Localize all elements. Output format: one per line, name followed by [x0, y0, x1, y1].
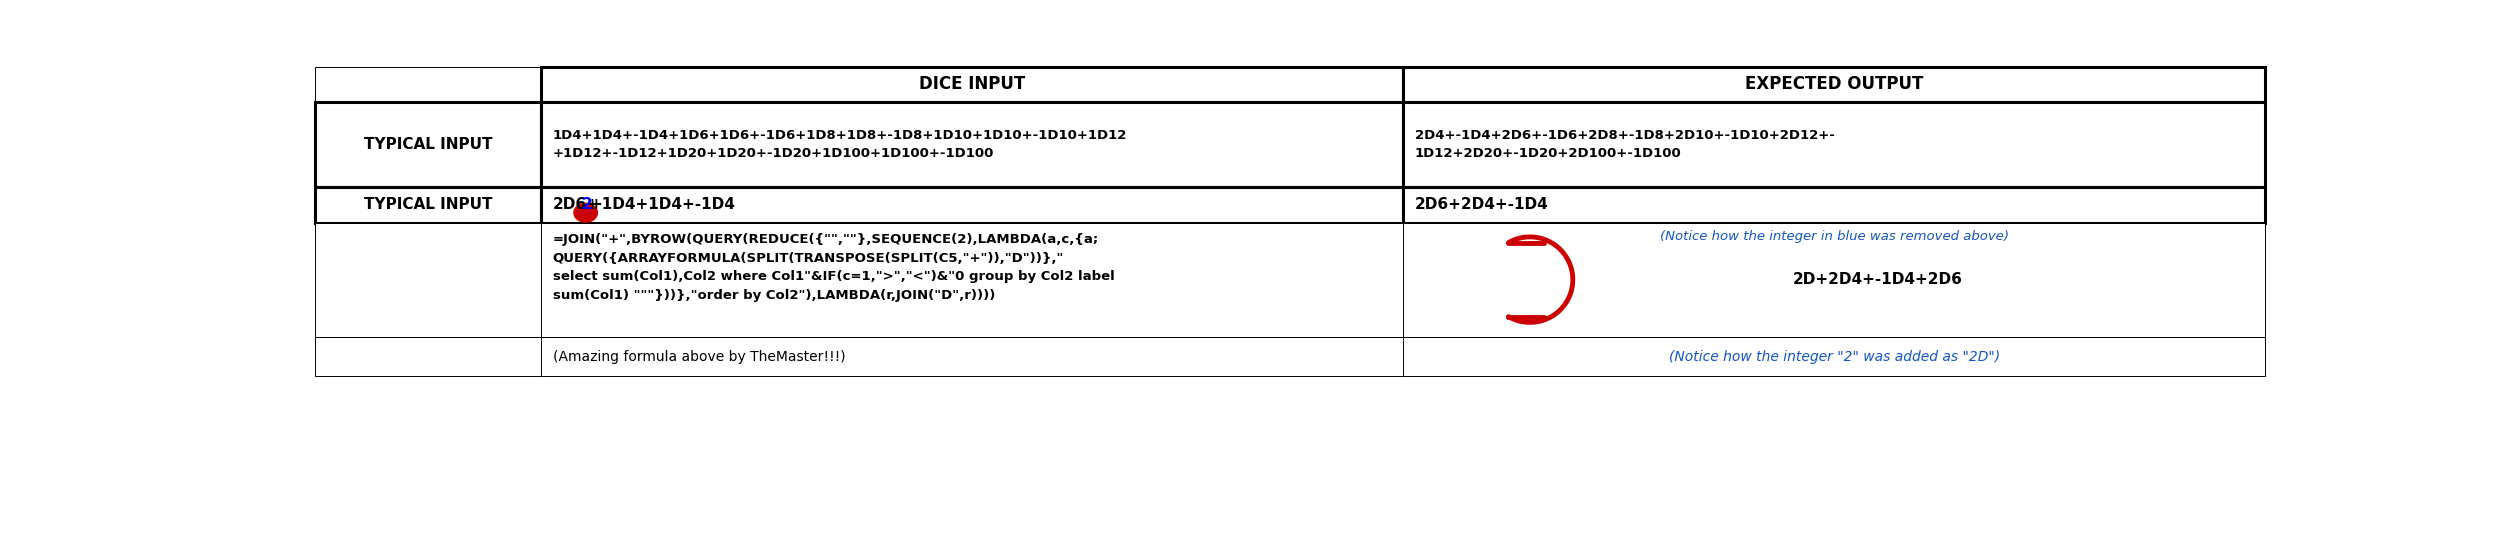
Text: DICE INPUT: DICE INPUT	[919, 75, 1024, 93]
Text: 2D6+: 2D6+	[554, 198, 599, 213]
Bar	[1402, 223, 2265, 337]
Text: EXPECTED OUTPUT: EXPECTED OUTPUT	[1744, 75, 1923, 93]
Bar	[315, 223, 541, 337]
Bar	[541, 223, 1402, 337]
Text: =JOIN("+",BYROW(QUERY(REDUCE({"",""},SEQUENCE(2),LAMBDA(a,c,{a;
QUERY({ARRAYFORM: =JOIN("+",BYROW(QUERY(REDUCE({"",""},SEQ…	[554, 233, 1115, 302]
Text: 2D+2D4+-1D4+2D6: 2D+2D4+-1D4+2D6	[1792, 272, 1963, 287]
Bar	[541, 67, 1402, 102]
Bar	[315, 337, 541, 376]
Text: TYPICAL INPUT: TYPICAL INPUT	[362, 137, 491, 152]
Polygon shape	[574, 203, 597, 222]
Text: 2D6+2D4+-1D4: 2D6+2D4+-1D4	[1415, 198, 1548, 213]
Bar	[541, 102, 1402, 187]
Text: +1D4+1D4+-1D4: +1D4+1D4+-1D4	[589, 198, 735, 213]
Bar	[541, 187, 1402, 223]
Bar	[315, 67, 541, 102]
Text: 1D4+1D4+-1D4+1D6+1D6+-1D6+1D8+1D8+-1D8+1D10+1D10+-1D10+1D12
+1D12+-1D12+1D20+1D2: 1D4+1D4+-1D4+1D6+1D6+-1D6+1D8+1D8+-1D8+1…	[554, 129, 1128, 160]
Text: 2: 2	[581, 198, 591, 213]
Bar	[541, 337, 1402, 376]
Text: 2D4+-1D4+2D6+-1D6+2D8+-1D8+2D10+-1D10+2D12+-
1D12+2D20+-1D20+2D100+-1D100: 2D4+-1D4+2D6+-1D6+2D8+-1D8+2D10+-1D10+2D…	[1415, 129, 1835, 160]
Text: (Notice how the integer in blue was removed above): (Notice how the integer in blue was remo…	[1659, 230, 2009, 243]
Text: TYPICAL INPUT: TYPICAL INPUT	[362, 198, 491, 213]
Bar	[1402, 337, 2265, 376]
Text: (Amazing formula above by TheMaster!!!): (Amazing formula above by TheMaster!!!)	[554, 350, 846, 364]
Text: (Notice how the integer "2" was added as "2D"): (Notice how the integer "2" was added as…	[1669, 350, 2001, 364]
Bar	[1402, 67, 2265, 102]
Bar	[315, 187, 541, 223]
Bar	[1402, 187, 2265, 223]
Bar	[315, 102, 541, 187]
Bar	[1402, 102, 2265, 187]
